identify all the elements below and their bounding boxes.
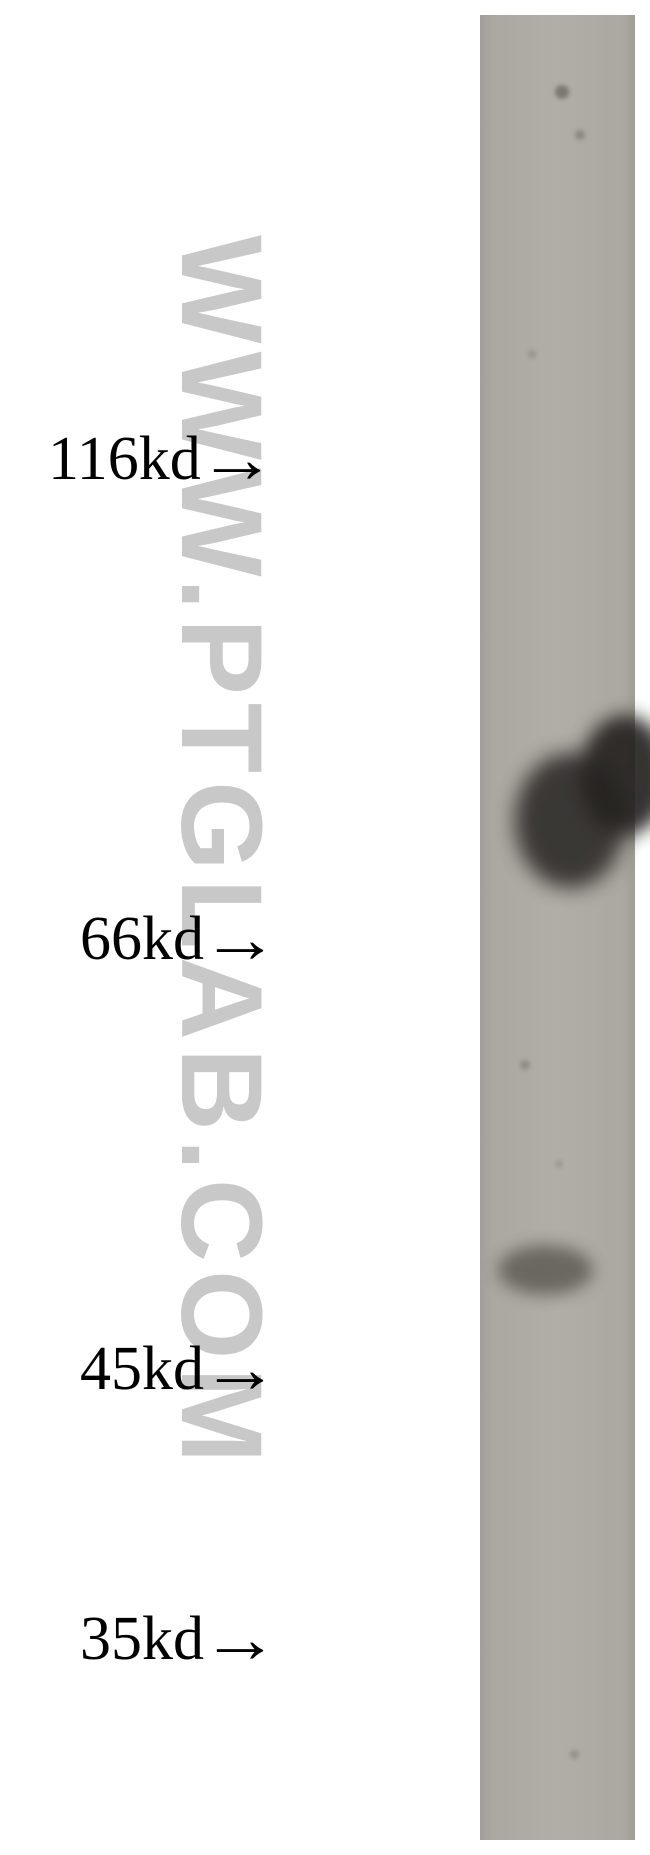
marker-label-45kd: 45kd → <box>80 1330 274 1409</box>
speck <box>555 85 569 99</box>
arrow-icon: → <box>201 900 279 979</box>
arrow-icon: → <box>201 1600 279 1679</box>
marker-label-66kd: 66kd → <box>80 900 274 979</box>
arrow-icon: → <box>198 420 276 499</box>
speck <box>528 350 536 358</box>
speck <box>575 130 585 140</box>
marker-text: 66kd <box>80 904 204 975</box>
marker-label-35kd: 35kd → <box>80 1600 274 1679</box>
blot-lane <box>480 15 635 1840</box>
marker-text: 116kd <box>48 424 201 495</box>
marker-text: 45kd <box>80 1334 204 1405</box>
marker-text: 35kd <box>80 1604 204 1675</box>
blot-figure: WWW.PTGLAB.COM 116kd → 66kd → 45kd → 35k… <box>0 0 650 1855</box>
speck <box>570 1750 579 1759</box>
marker-label-116kd: 116kd → <box>48 420 271 499</box>
band-minor-lower <box>498 1245 593 1295</box>
speck <box>520 1060 530 1070</box>
speck <box>555 1160 563 1168</box>
arrow-icon: → <box>201 1330 279 1409</box>
